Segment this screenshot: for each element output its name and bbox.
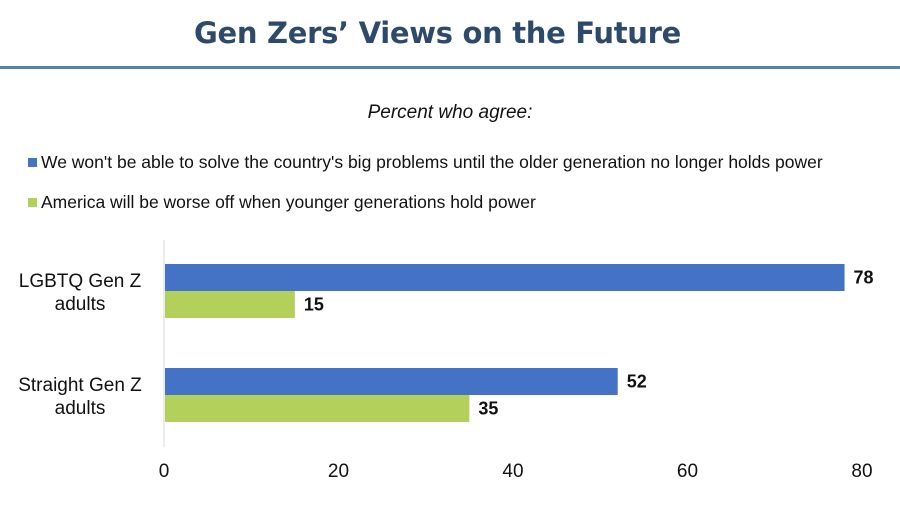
bar-green	[165, 291, 295, 318]
x-tick-label: 40	[502, 461, 523, 482]
x-tick-label: 80	[851, 461, 872, 482]
data-label: 52	[627, 372, 647, 392]
x-tick-label: 60	[677, 461, 698, 482]
legend-label: We won't be able to solve the country's …	[41, 152, 823, 172]
x-tick-label: 0	[159, 461, 170, 482]
chart-subtitle: Percent who agree:	[367, 102, 533, 123]
category-label: Straight Gen Z	[18, 375, 142, 396]
legend-label: America will be worse off when younger g…	[41, 192, 536, 212]
data-label: 15	[304, 295, 324, 315]
x-tick-label: 20	[328, 461, 349, 482]
bar-green	[165, 395, 470, 422]
page-title: Gen Zers’ Views on the Future	[193, 16, 681, 50]
data-label: 35	[478, 399, 498, 419]
legend-swatch-green	[28, 198, 37, 207]
data-label: 78	[854, 268, 874, 288]
category-label: LGBTQ Gen Z	[19, 271, 142, 292]
legend-swatch-blue	[28, 158, 37, 167]
legend-item-series-1: We won't be able to solve the country's …	[28, 152, 823, 173]
bar-blue	[165, 368, 618, 395]
category-label: adults	[55, 398, 106, 419]
title-divider	[0, 66, 900, 69]
bar-blue	[165, 264, 845, 291]
legend-item-series-2: America will be worse off when younger g…	[28, 192, 536, 213]
category-label: adults	[55, 294, 106, 315]
